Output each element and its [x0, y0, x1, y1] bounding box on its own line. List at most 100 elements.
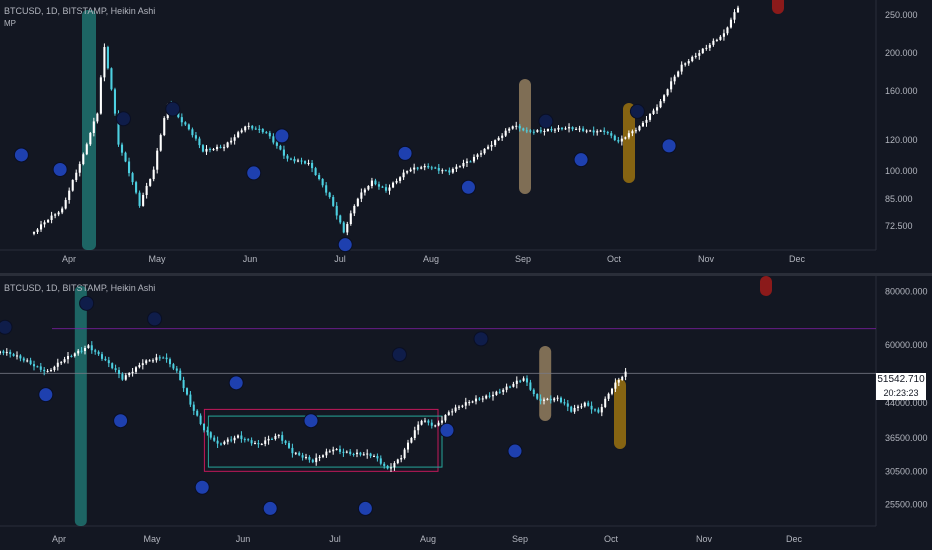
- candle-body: [444, 415, 447, 421]
- candle-body: [613, 135, 616, 141]
- candle-body: [138, 192, 141, 206]
- x-tick-label: May: [148, 254, 166, 264]
- signal-dot: [165, 101, 181, 117]
- x-tick-label: Jun: [236, 534, 251, 544]
- candle-body: [539, 130, 542, 132]
- candle-body: [240, 435, 243, 440]
- y-tick-label: 85.000: [885, 194, 913, 204]
- tan-band: [519, 79, 531, 194]
- candle-body: [722, 33, 725, 37]
- candle-body: [465, 161, 469, 163]
- candle-body: [267, 438, 270, 441]
- candle-body: [68, 190, 71, 200]
- y-tick-label: 60000.000: [885, 340, 928, 350]
- candle-body: [155, 357, 158, 361]
- candle-body: [216, 440, 219, 444]
- y-tick-label: 30500.000: [885, 466, 928, 476]
- candle-body: [606, 131, 609, 134]
- candle-body: [284, 440, 287, 444]
- candle-body: [409, 169, 412, 172]
- candle-body: [100, 354, 104, 359]
- candle-body: [659, 101, 662, 108]
- x-tick-label: May: [143, 534, 161, 544]
- candle-body: [427, 165, 430, 168]
- indicator-label: MP: [4, 19, 16, 28]
- candle-body: [247, 125, 250, 127]
- candle-body: [362, 454, 365, 456]
- top-chart-canvas[interactable]: 250.000 200.000 160.000 120.000 100.000 85.00…: [0, 0, 932, 273]
- candle-body: [359, 452, 362, 455]
- candle-body: [325, 185, 328, 193]
- signal-dot: [357, 500, 373, 516]
- candle-body: [209, 432, 212, 438]
- candle-body: [420, 420, 423, 425]
- signal-dot: [113, 413, 129, 429]
- range-box: [203, 408, 439, 472]
- candle-body: [374, 180, 377, 185]
- candle-body: [237, 132, 240, 138]
- bottom-chart-canvas[interactable]: 80000.000 60000.000 44000.000 36500.000 3050…: [0, 276, 932, 550]
- candle-body: [529, 382, 532, 390]
- candle-body: [715, 39, 718, 41]
- candle-body: [287, 443, 291, 448]
- candle-body: [597, 409, 600, 413]
- x-tick-label: Apr: [62, 254, 76, 264]
- candle-body: [325, 451, 328, 456]
- candle-body: [563, 402, 566, 404]
- candle-body: [106, 47, 109, 69]
- candle-body: [592, 130, 595, 133]
- panel-divider[interactable]: [0, 273, 932, 276]
- candle-body: [458, 166, 461, 168]
- y-tick-label: 120.000: [885, 135, 918, 145]
- candle-body: [314, 168, 317, 176]
- candle-body: [705, 47, 708, 49]
- candle-body: [97, 351, 100, 355]
- candle-body: [226, 439, 229, 442]
- candle-body: [610, 388, 614, 394]
- candle-body: [571, 127, 574, 130]
- top-chart-panel[interactable]: 250.000 200.000 160.000 120.000 100.000 85.00…: [0, 0, 932, 273]
- candle-body: [332, 197, 335, 206]
- candle-body: [289, 158, 293, 160]
- candle-body: [318, 456, 321, 458]
- candle-body: [512, 383, 515, 387]
- candle-body: [300, 160, 303, 162]
- candle-body: [434, 167, 437, 169]
- candle-body: [529, 130, 532, 132]
- candle-body: [469, 161, 472, 163]
- candle-body: [179, 370, 182, 380]
- candle-body: [286, 155, 289, 159]
- candle-body: [451, 168, 454, 173]
- candle-body: [149, 179, 152, 186]
- candle-body: [607, 393, 610, 399]
- candle-body: [2, 351, 5, 354]
- candle-body: [264, 440, 267, 444]
- candle-body: [610, 133, 613, 136]
- signal-dot: [52, 162, 68, 178]
- candle-body: [318, 175, 321, 180]
- candle-body: [253, 443, 257, 445]
- candle-body: [719, 36, 722, 40]
- candle-body: [389, 467, 393, 469]
- candle-body: [550, 128, 553, 131]
- candle-body: [631, 131, 634, 134]
- candle-body: [462, 162, 465, 167]
- candle-body: [491, 394, 495, 397]
- candle-body: [352, 454, 355, 456]
- candle-body: [396, 459, 399, 464]
- candle-body: [156, 150, 159, 170]
- candle-body: [233, 437, 236, 441]
- candle-body: [614, 382, 617, 389]
- candle-body: [522, 128, 525, 131]
- candle-body: [73, 353, 76, 357]
- candle-body: [648, 113, 652, 120]
- candle-body: [553, 398, 556, 401]
- candle-body: [519, 380, 522, 382]
- teal-band: [82, 10, 96, 250]
- x-tick-label: Dec: [786, 534, 803, 544]
- candle-body: [223, 441, 226, 445]
- candle-body: [291, 447, 294, 454]
- candle-body: [454, 407, 457, 412]
- bottom-chart-panel[interactable]: 80000.000 60000.000 44000.000 36500.000 3050…: [0, 276, 932, 550]
- candle-body: [168, 359, 172, 365]
